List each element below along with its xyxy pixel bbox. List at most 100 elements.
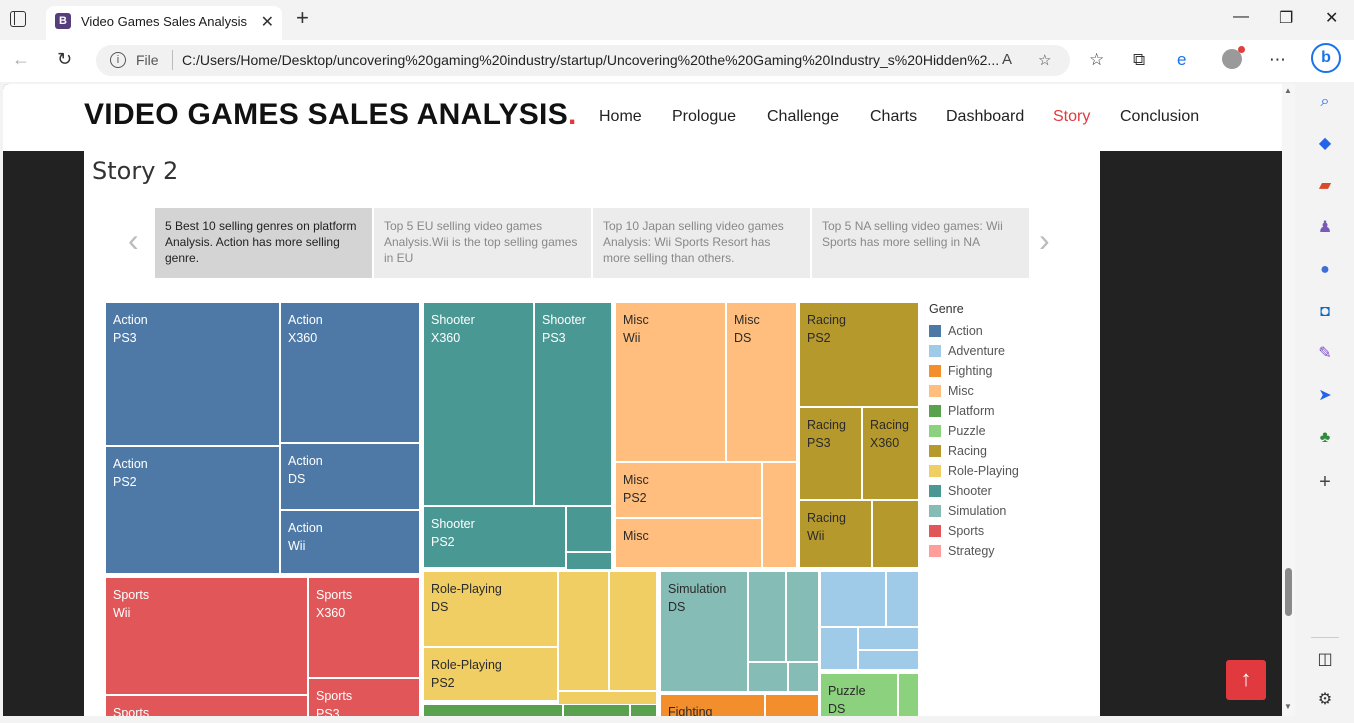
nav-challenge[interactable]: Challenge [767,108,840,125]
treemap-cell-adventure[interactable] [820,627,858,670]
add-favorite-icon[interactable]: ☆ [1038,52,1052,69]
close-tab-icon[interactable]: ✕ [260,14,274,31]
treemap-cell-misc-minor[interactable] [762,462,797,568]
profile-avatar[interactable] [1222,46,1245,69]
tree-icon[interactable]: ♣ [1319,429,1331,446]
legend-item-platform[interactable]: Platform [929,401,1059,421]
more-menu-icon[interactable]: ⋯ [1269,50,1286,69]
treemap-cell-racing-ps3[interactable]: Racing PS3 [799,407,862,500]
treemap-cell-platform[interactable] [563,704,630,716]
edge-icon[interactable]: e [1177,50,1187,69]
treemap-cell-sports-x360[interactable]: Sports X360 [308,577,420,678]
story-point-2[interactable]: Top 5 EU selling video games Analysis.Wi… [374,208,591,278]
treemap-cell-rpg-ds[interactable]: Role-Playing DS [423,571,558,647]
treemap-cell-shooter-minor[interactable] [566,506,612,552]
nav-home[interactable]: Home [599,108,642,125]
legend-item-simulation[interactable]: Simulation [929,501,1059,521]
treemap-cell-sports-other[interactable]: Sports [105,695,308,716]
back-icon[interactable]: ← [12,49,30,69]
legend-item-racing[interactable]: Racing [929,441,1059,461]
treemap-cell-adventure[interactable] [820,571,886,627]
treemap-cell-action-x360[interactable]: Action X360 [280,302,420,443]
shopping-tag-icon[interactable]: ◆ [1318,135,1332,152]
search-icon[interactable]: ⌕ [1320,93,1330,110]
nav-prologue[interactable]: Prologue [672,108,737,125]
legend-item-strategy[interactable]: Strategy [929,541,1059,561]
treemap-cell-sports-ps3[interactable]: Sports PS3 [308,678,420,716]
story-point-1[interactable]: 5 Best 10 selling genres on platform Ana… [155,208,372,278]
treemap-cell-rpg-minor[interactable] [558,571,609,691]
treemap-cell-sim-ds[interactable]: Simulation DS [660,571,748,692]
scroll-down-icon[interactable]: ▼ [1284,702,1292,711]
scroll-thumb[interactable] [1285,568,1292,616]
treemap-cell-sim-minor[interactable] [748,571,786,662]
treemap-cell-action-ps2[interactable]: Action PS2 [105,446,280,574]
treemap-cell-racing-minor[interactable] [872,500,919,568]
site-title[interactable]: VIDEO GAMES SALES ANALYSIS. [84,98,577,132]
legend-item-shooter[interactable]: Shooter [929,481,1059,501]
page-scrollbar[interactable]: ▲ ▼ [1282,84,1295,716]
scroll-to-top-button[interactable]: ↑ [1226,660,1266,700]
outlook-icon[interactable]: ◘ [1320,303,1330,320]
legend-item-action[interactable]: Action [929,321,1059,341]
bing-copilot-icon[interactable]: b [1311,43,1341,73]
treemap-cell-sim-minor[interactable] [788,662,819,692]
scroll-up-icon[interactable]: ▲ [1284,86,1292,95]
new-tab-icon[interactable]: + [296,5,309,30]
treemap-cell-misc-ds[interactable]: Misc DS [726,302,797,462]
treemap-cell-sports-wii[interactable]: Sports Wii [105,577,308,695]
treemap-cell-sim-minor[interactable] [748,662,788,692]
treemap-cell-racing-x360[interactable]: Racing X360 [862,407,919,500]
treemap-cell-misc-ps2[interactable]: Misc PS2 [615,462,762,518]
info-icon[interactable]: i [110,52,126,68]
treemap-cell-fighting-minor[interactable] [765,694,819,716]
treemap-cell-shooter-ps3[interactable]: Shooter PS3 [534,302,612,506]
treemap-cell-adventure[interactable] [886,571,919,627]
microsoft-365-icon[interactable]: ● [1320,261,1330,278]
nav-conclusion[interactable]: Conclusion [1120,108,1200,125]
designer-icon[interactable]: ✎ [1318,345,1332,362]
minimize-icon[interactable]: — [1233,8,1249,25]
nav-story[interactable]: Story [1053,108,1091,125]
tools-icon[interactable]: ▰ [1318,177,1332,194]
treemap-cell-puzzle-ds[interactable]: Puzzle DS [820,673,898,716]
treemap-cell-rpg-minor[interactable] [609,571,657,691]
close-window-icon[interactable]: ✕ [1325,10,1339,27]
treemap-cell-racing-wii[interactable]: Racing Wii [799,500,872,568]
games-icon[interactable]: ♟ [1317,219,1333,236]
legend-item-fighting[interactable]: Fighting [929,361,1059,381]
url-text[interactable]: C:/Users/Home/Desktop/uncovering%20gamin… [182,52,1000,68]
story-prev-arrow-icon[interactable]: ‹ [128,222,139,258]
treemap-cell-platform[interactable] [630,704,657,716]
collections-icon[interactable]: ⧉ [1133,50,1146,69]
story-point-4[interactable]: Top 5 NA selling video games: Wii Sports… [812,208,1029,278]
treemap-cell-rpg-ps2[interactable]: Role-Playing PS2 [423,647,558,701]
address-field[interactable]: i File C:/Users/Home/Desktop/uncovering%… [96,45,1070,76]
treemap-cell-shooter-minor[interactable] [566,552,612,570]
favorites-icon[interactable]: ☆ [1089,50,1105,69]
read-aloud-icon[interactable]: A [1002,51,1013,68]
treemap-cell-action-ps3[interactable]: Action PS3 [105,302,280,446]
treemap-cell-action-ds[interactable]: Action DS [280,443,420,510]
story-point-3[interactable]: Top 10 Japan selling video games Analysi… [593,208,810,278]
nav-dashboard[interactable]: Dashboard [946,108,1025,125]
send-icon[interactable]: ➤ [1318,387,1332,404]
treemap-cell-action-wii[interactable]: Action Wii [280,510,420,574]
treemap-cell-racing-ps2[interactable]: Racing PS2 [799,302,919,407]
legend-item-role-playing[interactable]: Role-Playing [929,461,1059,481]
treemap-cell-adventure[interactable] [858,627,919,650]
settings-icon[interactable]: ⚙ [1317,691,1333,708]
browser-tab[interactable]: B Video Games Sales Analysis ✕ [46,6,282,40]
treemap-cell-puzzle-minor[interactable] [898,673,919,716]
legend-item-sports[interactable]: Sports [929,521,1059,541]
restore-icon[interactable]: ❐ [1279,10,1294,27]
treemap-cell-adventure[interactable] [858,650,919,670]
add-sidebar-icon[interactable]: + [1319,471,1331,493]
legend-item-puzzle[interactable]: Puzzle [929,421,1059,441]
treemap-cell-misc-other[interactable]: Misc [615,518,762,568]
treemap-cell-sim-minor[interactable] [786,571,819,662]
sidebar-layout-icon[interactable]: ◫ [1317,651,1333,668]
treemap-cell-misc-wii[interactable]: Misc Wii [615,302,726,462]
refresh-icon[interactable]: ↻ [57,49,73,69]
story-next-arrow-icon[interactable]: › [1039,222,1050,258]
